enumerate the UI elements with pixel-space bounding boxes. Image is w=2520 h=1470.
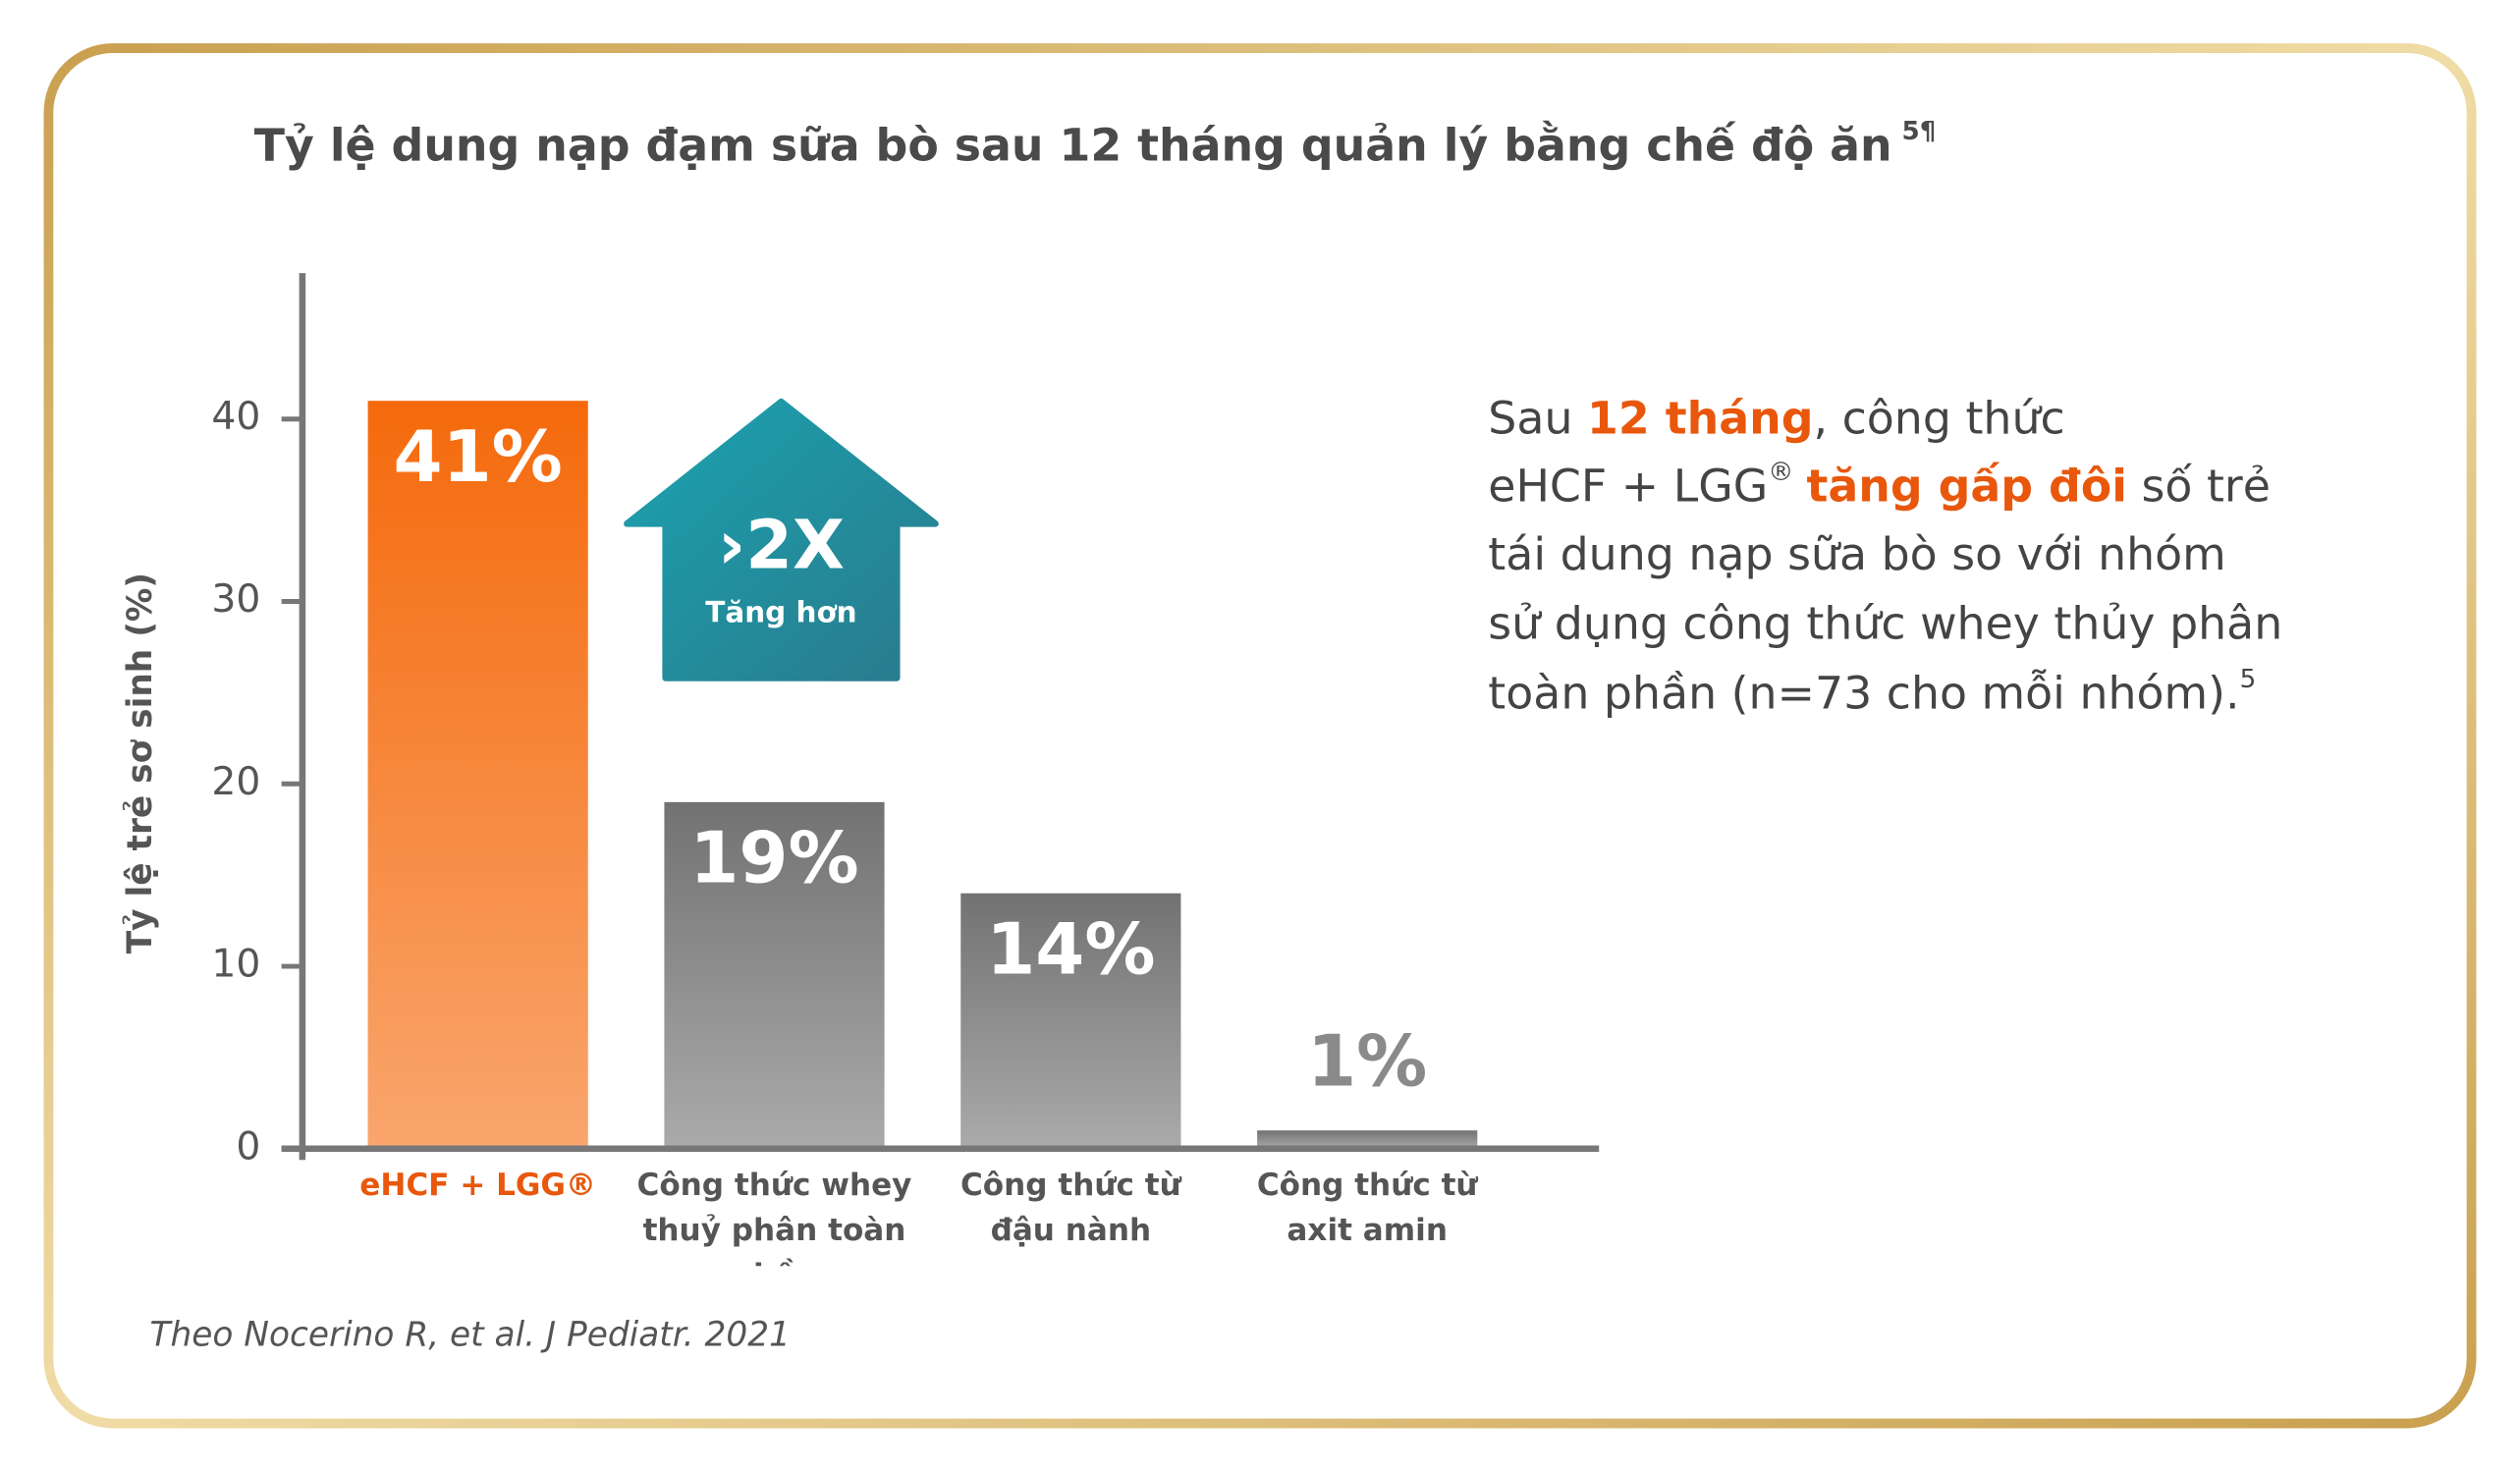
bar-shade (960, 893, 1181, 1149)
y-tick-label: 20 (211, 760, 260, 804)
arrow-badge: ›2X Tăng hơn (624, 398, 939, 681)
x-tick-label: Công thức từ axit amin (1256, 1168, 1478, 1249)
x-tick-label: Công thức từ đậu nành (959, 1168, 1181, 1249)
x-tick-label-box: Công thức từ axit amin (1256, 1168, 1478, 1249)
footnote: Theo Nocerino R, et al. J Pediatr. 2021 (149, 1316, 790, 1355)
callout-line: Sau 12 tháng, công thức (1488, 391, 2064, 444)
callout-line: eHCF + LGG® tăng gấp đôi số trẻ (1488, 458, 2271, 512)
callout-text: số trẻ (2127, 459, 2271, 512)
callout-superscript: ® (1768, 458, 1793, 487)
callout-highlight: 12 tháng (1587, 391, 1813, 444)
callout-line: toàn phần (n=73 cho mỗi nhóm).5 (1488, 665, 2256, 719)
callout: Sau 12 tháng, công thức eHCF + LGG® tăng … (1488, 391, 2282, 719)
y-tick-label: 30 (211, 577, 260, 622)
chart-title: Tỷ lệ dung nạp đạm sữa bò sau 12 tháng q… (254, 117, 1937, 171)
callout-text: Sau (1488, 391, 1587, 444)
data-label: 19% (689, 817, 858, 899)
data-label: 1% (1307, 1019, 1427, 1102)
x-tick-label: eHCF + LGG® (359, 1168, 597, 1204)
data-label: 14% (986, 907, 1155, 990)
arrow-shape (624, 398, 939, 681)
y-axis-label: Tỷ lệ trẻ sơ sinh (%) (121, 572, 160, 953)
callout-line: sử dụng công thức whey thủy phân (1488, 597, 2282, 650)
title-superscript: 5¶ (1901, 117, 1936, 146)
bar-shade (367, 401, 588, 1149)
callout-text: , công thức (1814, 391, 2065, 444)
y-tick-label: 10 (211, 943, 260, 987)
callout-line: tái dung nạp sữa bò so với nhóm (1488, 527, 2225, 580)
annotation-value: ›2X (718, 507, 845, 585)
title-text: Tỷ lệ dung nạp đạm sữa bò sau 12 tháng q… (254, 118, 1892, 171)
bar-shade (1257, 1130, 1478, 1149)
annotation-text: Tăng hơn (705, 595, 856, 628)
x-tick-label-box: eHCF + LGG® (359, 1168, 597, 1204)
x-tick-label-box: Công thức whey thuỷ phân toàn phần (636, 1168, 912, 1266)
callout-text: toàn phần (n=73 cho mỗi nhóm). (1488, 666, 2239, 719)
y-tick-label: 40 (211, 395, 260, 439)
bar-shade (664, 801, 885, 1149)
y-tick-label: 0 (236, 1124, 260, 1169)
card-frame (43, 43, 2477, 1429)
callout-text: eHCF + LGG (1488, 459, 1768, 512)
x-tick-label: Công thức whey thuỷ phân toàn phần (636, 1168, 912, 1266)
x-tick-label-box: Công thức từ đậu nành (959, 1168, 1181, 1249)
data-label: 41% (394, 415, 563, 498)
callout-superscript: 5 (2240, 665, 2257, 694)
callout-highlight: tăng gấp đôi (1806, 459, 2126, 512)
